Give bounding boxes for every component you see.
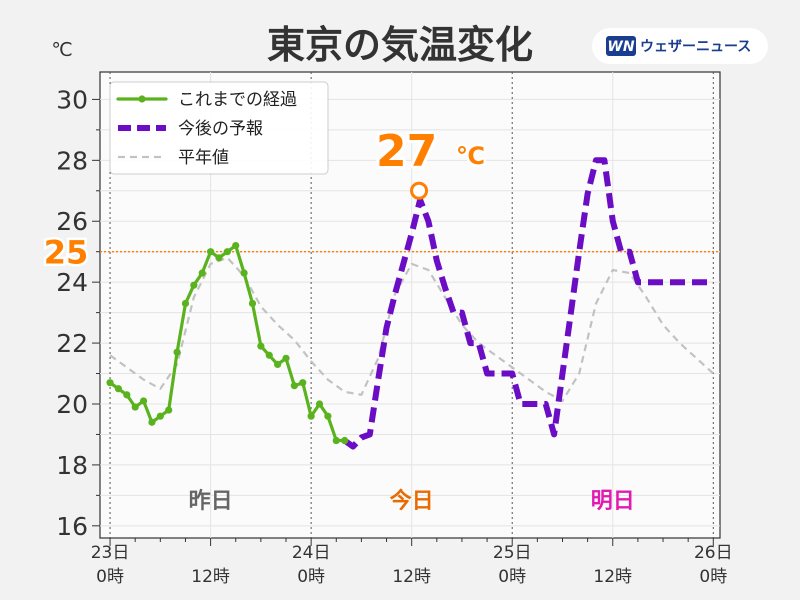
- observed-point: [257, 342, 265, 350]
- y-tick-label: 22: [56, 329, 88, 358]
- observed-point: [274, 360, 282, 368]
- observed-point: [148, 418, 156, 426]
- peak-unit: ℃: [456, 142, 485, 170]
- brand-logo: WN ウェザーニュース: [592, 28, 768, 64]
- observed-point: [165, 406, 173, 414]
- observed-point: [123, 391, 131, 399]
- legend-box: [109, 81, 329, 175]
- x-tick-hour: 0時: [297, 567, 325, 587]
- series-layer: [106, 157, 715, 450]
- legend-label: 今後の予報: [178, 119, 263, 139]
- observed-point: [299, 379, 307, 387]
- x-tick-hour: 0時: [498, 567, 526, 587]
- observed-point: [282, 354, 290, 362]
- observed-point: [290, 382, 298, 390]
- y-axis-unit: ℃: [51, 39, 72, 61]
- y-tick-label: 18: [56, 451, 88, 480]
- y-tick-label: 30: [56, 85, 88, 114]
- logo-text: ウェザーニュース: [640, 39, 751, 55]
- day-label: 今日: [390, 488, 434, 514]
- x-tick-hour: 0時: [699, 567, 727, 587]
- observed-point: [206, 248, 215, 256]
- peak-value: 27: [376, 126, 437, 177]
- x-tick-date: 23日: [91, 543, 130, 563]
- observed-point: [156, 412, 164, 420]
- observed-point: [265, 351, 273, 359]
- legend-label: これまでの経過: [178, 90, 297, 110]
- series-line-forecast: [342, 157, 714, 450]
- observed-point: [114, 385, 123, 393]
- legend-marker: [138, 95, 146, 103]
- x-tick-hour: 12時: [593, 567, 632, 587]
- reference-label-25: 25: [44, 234, 89, 272]
- observed-point: [223, 248, 231, 256]
- logo-badge: [592, 28, 768, 64]
- peak-annotation: 27 ℃: [373, 123, 488, 200]
- observed-point: [307, 412, 315, 420]
- legend-label: 平年値: [178, 148, 229, 168]
- logo-mark-box: [606, 36, 636, 56]
- logo-mark: WN: [607, 39, 634, 55]
- x-tick-hour: 12時: [191, 567, 230, 587]
- observed-point: [173, 348, 181, 356]
- peak-marker: [410, 181, 429, 200]
- x-tick-date: 26日: [694, 543, 733, 563]
- x-tick-date: 24日: [292, 543, 331, 563]
- x-tick-date: 25日: [493, 543, 532, 563]
- observed-point: [332, 436, 340, 445]
- observed-point: [232, 242, 240, 250]
- x-tick-hour: 12時: [392, 567, 431, 587]
- x-axis-ticks: 23日 0時 12時 24日 0時 12時 25日 0時 12時 26日 0時: [91, 538, 733, 587]
- observed-point: [341, 436, 349, 445]
- observed-point: [190, 281, 198, 289]
- series-line-normal: [109, 256, 715, 402]
- observed-point: [139, 397, 148, 405]
- observed-point: [324, 412, 332, 420]
- y-axis-ticks: 16 18 20 22 24 26 28 30: [56, 85, 100, 541]
- observed-point: [181, 299, 190, 308]
- observed-point: [198, 269, 206, 277]
- day-label: 明日: [591, 489, 635, 514]
- observed-point: [248, 299, 257, 308]
- y-tick-label: 20: [56, 390, 88, 419]
- y-tick-label: 16: [56, 512, 88, 541]
- observed-point: [215, 254, 223, 262]
- y-tick-label: 28: [56, 146, 88, 175]
- observed-point: [106, 379, 114, 387]
- y-tick-label: 24: [56, 268, 88, 297]
- day-label: 昨日: [189, 488, 233, 514]
- x-tick-hour: 0時: [96, 567, 124, 587]
- y-tick-label: 26: [56, 207, 88, 236]
- day-labels: 昨日 今日 明日: [189, 488, 635, 514]
- observed-point: [315, 400, 324, 408]
- chart-title: 東京の気温変化: [267, 23, 533, 67]
- observed-point: [131, 403, 139, 411]
- observed-point: [240, 269, 248, 277]
